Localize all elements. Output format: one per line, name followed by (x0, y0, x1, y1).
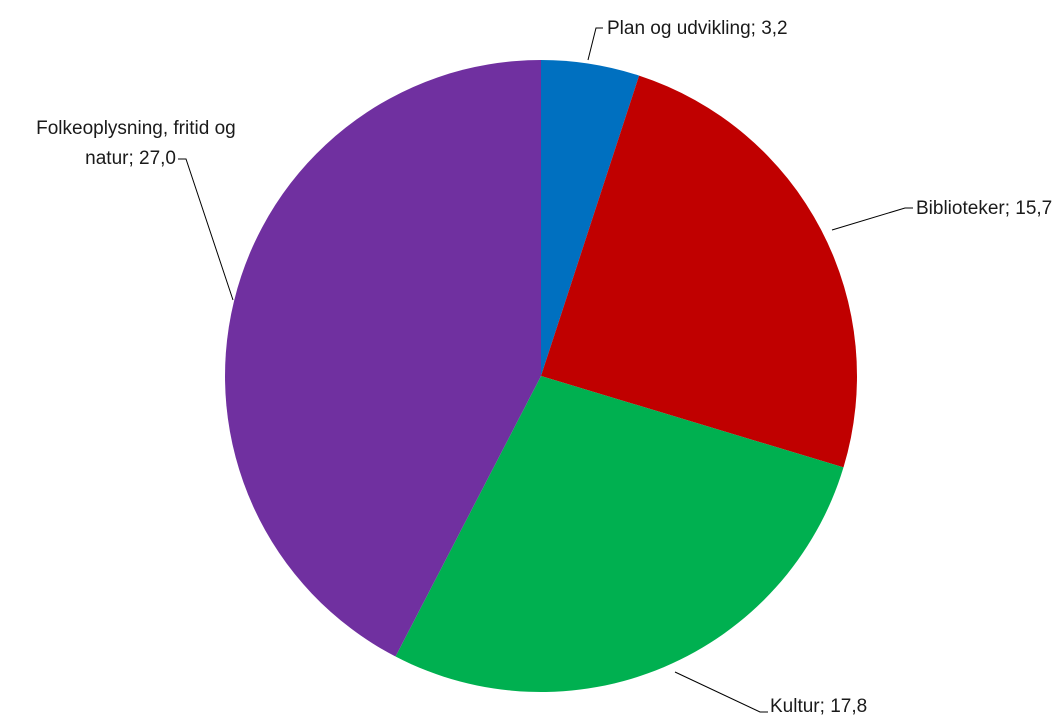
data-label-kultur: Kultur; 17,8 (770, 696, 867, 717)
pie-slice-kultur (395, 376, 844, 692)
leader-line-biblioteker (831, 207, 913, 231)
leader-line-plan (587, 27, 603, 61)
data-label-folkeoplysning: Folkeoplysning, fritid og natur; 27,0 (36, 118, 241, 169)
data-label-plan: Plan og udvikling; 3,2 (607, 18, 788, 39)
leader-line-kultur (674, 671, 768, 713)
data-label-biblioteker: Biblioteker; 15,7 (916, 198, 1052, 219)
pie-slice-folkeoplysning (225, 60, 541, 657)
data-label-folkeoplysning-line2: natur; 27,0 (85, 148, 176, 169)
pie-slice-biblioteker (541, 75, 857, 468)
leader-line-folkeoplysning (178, 158, 234, 301)
data-label-folkeoplysning-line1: Folkeoplysning, fritid og (36, 118, 236, 139)
pie-slices (225, 60, 857, 692)
pie-slice-plan (541, 60, 640, 376)
